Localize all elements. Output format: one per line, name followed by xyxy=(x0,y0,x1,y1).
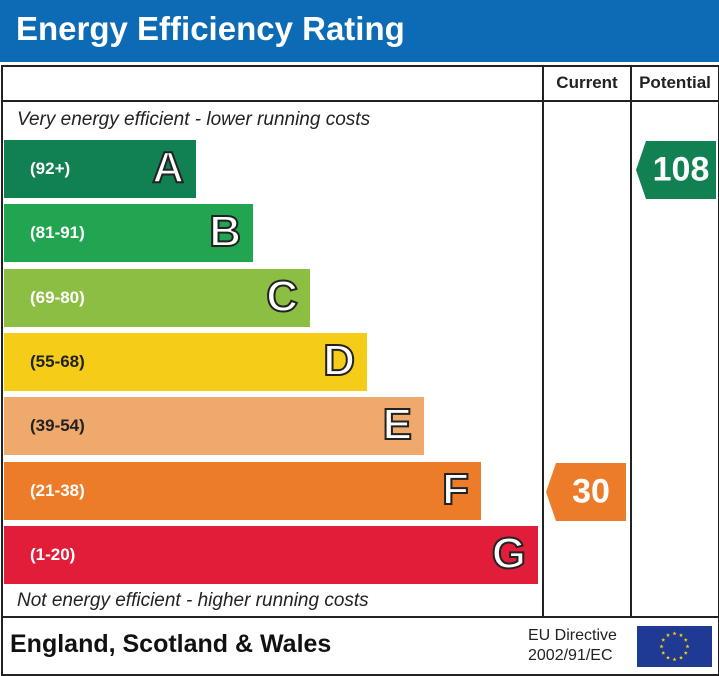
band-letter: C xyxy=(265,271,299,322)
band-c: (69-80) C xyxy=(4,268,310,327)
top-note: Very energy efficient - lower running co… xyxy=(17,109,371,130)
band-range-label: (21-38) xyxy=(30,480,85,500)
band-letter: E xyxy=(382,399,413,450)
chart-title: Energy Efficiency Rating xyxy=(16,10,405,47)
bottom-note: Not energy efficient - higher running co… xyxy=(17,590,369,611)
footer-country: England, Scotland & Wales xyxy=(10,630,332,658)
header-divider xyxy=(3,100,718,102)
divider-potential xyxy=(630,67,632,618)
divider-current xyxy=(542,67,544,618)
band-d: (55-68) D xyxy=(4,332,367,391)
rating-frame: Current Potential Very energy efficient … xyxy=(1,65,719,676)
band-letter: F xyxy=(441,464,470,515)
band-range-label: (55-68) xyxy=(30,351,85,371)
band-range-label: (39-54) xyxy=(30,416,85,436)
band-a: (92+) A xyxy=(4,140,196,198)
eu-flag-icon xyxy=(637,626,712,667)
band-f: (21-38) F xyxy=(4,461,481,520)
eu-directive-line2: 2002/91/EC xyxy=(528,647,613,664)
footer-divider xyxy=(3,616,718,618)
column-current-header: Current xyxy=(556,73,618,92)
band-e: (39-54) E xyxy=(4,397,424,456)
band-range-label: (81-91) xyxy=(30,223,85,243)
potential-rating-arrow: 108 xyxy=(636,141,716,199)
current-rating-arrow-value: 30 xyxy=(572,472,610,510)
band-letter: G xyxy=(491,528,527,579)
band-letter: A xyxy=(151,142,185,193)
band-range-label: (69-80) xyxy=(30,287,85,307)
band-range-label: (92+) xyxy=(30,159,71,178)
band-letter: B xyxy=(208,206,242,257)
potential-rating-arrow-value: 108 xyxy=(652,150,710,189)
eu-directive-line1: EU Directive xyxy=(528,627,617,644)
band-range-label: (1-20) xyxy=(30,544,76,564)
band-b: (81-91) B xyxy=(4,204,253,263)
band-letter: D xyxy=(322,335,356,386)
band-g: (1-20) G xyxy=(4,525,538,584)
eu-directive-text: EU Directive 2002/91/EC xyxy=(528,626,617,666)
current-rating-arrow: 30 xyxy=(546,462,626,521)
title-bar: Energy Efficiency Rating xyxy=(0,0,719,62)
column-potential-header: Potential xyxy=(639,73,711,92)
